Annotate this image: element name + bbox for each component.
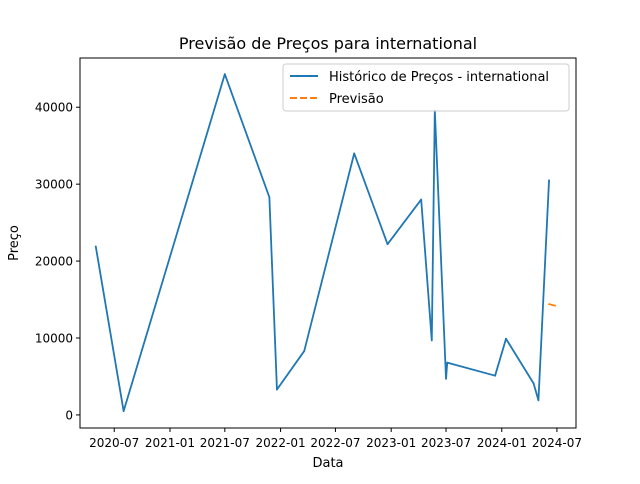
data-point-0-8 <box>420 198 423 201</box>
data-point-0-5 <box>303 350 306 352</box>
chart-title: Previsão de Preços para international <box>179 34 477 53</box>
x-tick-label-4: 2022-07 <box>310 436 360 450</box>
data-point-0-17 <box>548 179 550 182</box>
legend-label-forecast: Previsão <box>329 92 384 107</box>
x-tick-label-0: 2020-07 <box>89 436 139 450</box>
y-tick-label-1: 10000 <box>35 332 73 346</box>
y-axis-label: Preço <box>7 225 22 261</box>
data-point-0-6 <box>353 152 356 155</box>
y-tick-label-2: 20000 <box>35 255 73 269</box>
y-tick-label-0: 0 <box>65 408 73 422</box>
data-point-0-3 <box>268 196 271 199</box>
data-point-0-16 <box>537 399 540 402</box>
data-point-0-11 <box>445 377 447 380</box>
plot-series <box>94 73 556 412</box>
legend: Histórico de Preços - international Prev… <box>282 63 570 112</box>
data-point-1-1 <box>554 304 556 307</box>
series-line-0 <box>94 73 550 412</box>
y-tick-label-3: 30000 <box>35 178 73 192</box>
x-axis-label: Data <box>312 456 343 471</box>
x-tick-label-6: 2023-07 <box>421 436 471 450</box>
data-point-0-14 <box>505 337 507 340</box>
legend-label-historical: Histórico de Preços - international <box>329 70 549 85</box>
y-axis: 0 10000 20000 30000 40000 <box>35 101 80 422</box>
x-tick-label-3: 2022-01 <box>256 436 306 450</box>
data-point-0-4 <box>276 388 278 391</box>
data-point-0-12 <box>446 361 449 364</box>
data-point-0-13 <box>494 374 497 377</box>
data-point-0-9 <box>430 339 433 342</box>
data-point-1-0 <box>548 303 550 306</box>
x-tick-label-7: 2024-01 <box>477 436 527 450</box>
x-tick-label-1: 2021-01 <box>145 436 195 450</box>
data-point-0-15 <box>532 382 535 385</box>
plot-area <box>79 57 577 429</box>
x-axis: 2020-07 2021-01 2021-07 2022-01 2022-07 2023-… <box>89 428 582 450</box>
data-point-0-0 <box>94 245 97 248</box>
x-tick-label-5: 2023-01 <box>366 436 416 450</box>
data-point-0-2 <box>223 73 226 76</box>
x-tick-label-8: 2024-07 <box>532 436 582 450</box>
x-tick-label-2: 2021-07 <box>200 436 250 450</box>
y-tick-label-4: 40000 <box>35 101 73 115</box>
data-point-0-1 <box>122 410 125 412</box>
data-point-0-7 <box>386 243 389 246</box>
legend-box <box>282 63 570 112</box>
series-line-1 <box>548 303 556 307</box>
